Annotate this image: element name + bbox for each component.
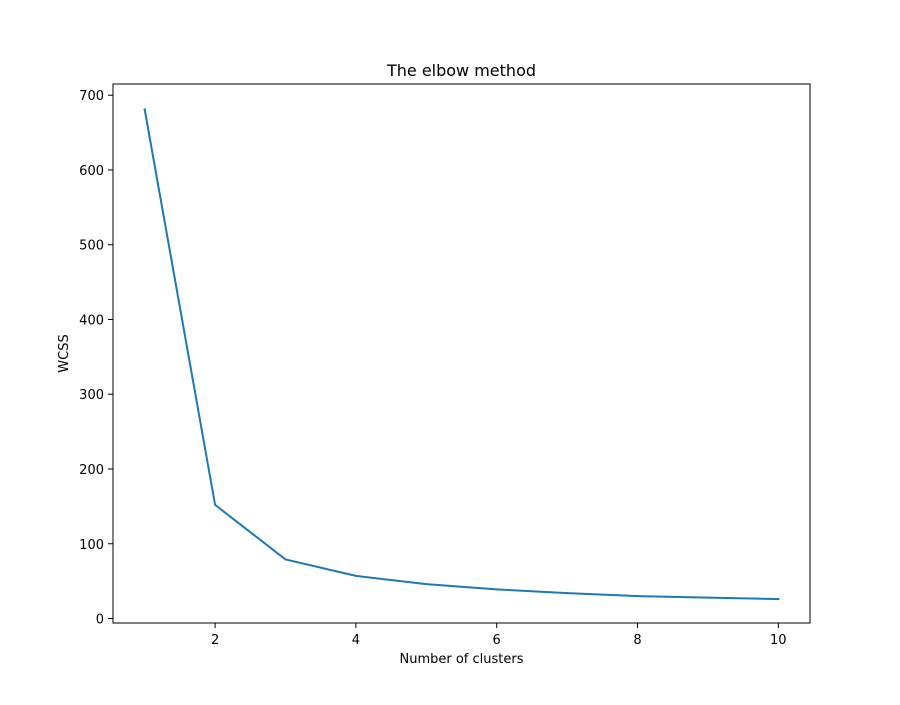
y-tick-label: 400 <box>79 313 104 328</box>
y-tick-label: 100 <box>79 538 104 553</box>
y-tick-label: 700 <box>79 89 104 104</box>
data-point <box>706 596 709 599</box>
y-tick-label: 200 <box>79 463 104 478</box>
data-point <box>284 558 287 561</box>
x-tick-label: 6 <box>493 633 501 648</box>
series-layer <box>143 108 780 601</box>
x-tick-label: 8 <box>633 633 641 648</box>
plot-frame <box>112 83 811 624</box>
data-point <box>425 583 428 586</box>
y-tick-label: 500 <box>79 239 104 254</box>
data-point <box>214 503 217 506</box>
y-tick-label: 600 <box>79 164 104 179</box>
data-point <box>777 598 780 601</box>
data-point <box>566 592 569 595</box>
chart-title: The elbow method <box>386 61 536 80</box>
plot-area <box>113 84 810 623</box>
series-line-0 <box>143 108 780 601</box>
x-tick-label: 4 <box>352 633 360 648</box>
data-point <box>143 108 146 111</box>
x-axis-label: Number of clusters <box>399 652 523 667</box>
data-point <box>495 588 498 591</box>
x-tick-label: 2 <box>211 633 219 648</box>
y-axis-label: WCSS <box>57 334 72 372</box>
y-axis-ticks: 0 100 200 300 400 500 600 700 <box>79 89 113 628</box>
x-tick-label: 10 <box>770 633 787 648</box>
x-axis-ticks: 2 4 6 8 10 <box>211 623 787 648</box>
y-tick-label: 300 <box>79 388 104 403</box>
y-tick-label: 0 <box>96 613 104 628</box>
data-point <box>636 595 639 598</box>
data-point <box>354 574 357 577</box>
